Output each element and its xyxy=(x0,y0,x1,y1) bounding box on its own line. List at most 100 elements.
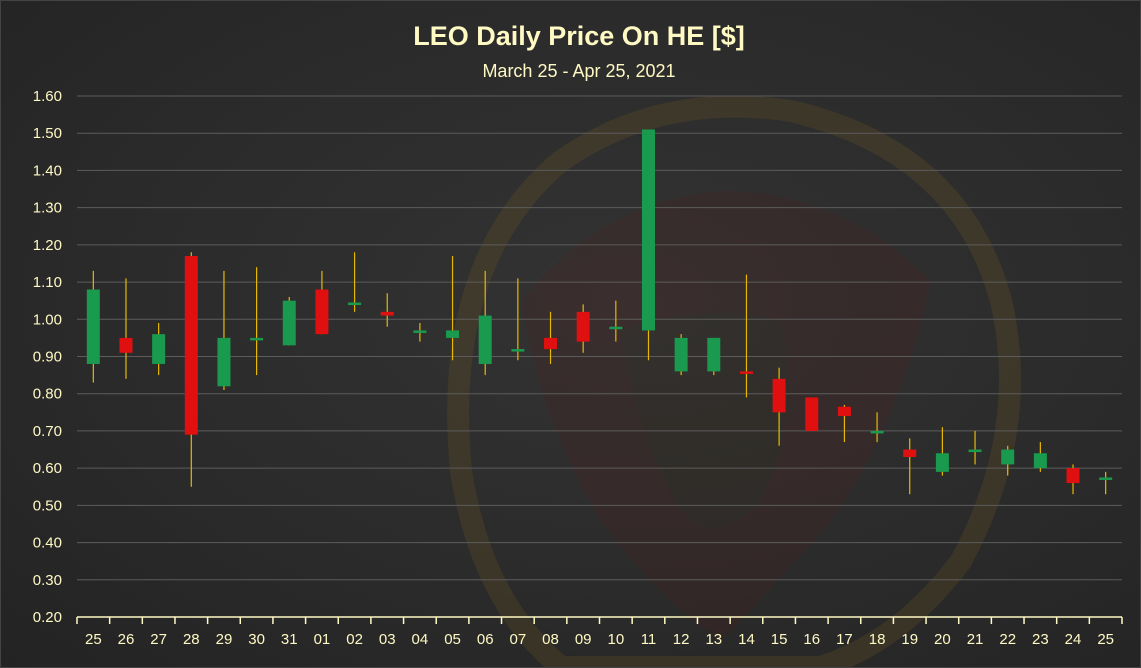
candle xyxy=(348,252,362,312)
candle-body-down xyxy=(805,397,819,431)
x-tick-label: 23 xyxy=(1032,631,1049,648)
x-tick-label: 05 xyxy=(444,631,461,648)
candle xyxy=(641,129,655,361)
candle-body-down xyxy=(903,449,917,457)
candle xyxy=(315,270,329,335)
candle xyxy=(739,274,753,398)
candle xyxy=(152,323,166,376)
y-tick-label: 1.50 xyxy=(33,125,62,142)
y-tick-label: 0.30 xyxy=(33,572,62,589)
y-tick-label: 0.90 xyxy=(33,349,62,366)
candle-body-up xyxy=(86,289,100,364)
candle-body-down xyxy=(772,378,786,413)
x-tick-label: 18 xyxy=(869,631,886,648)
candle-body-down xyxy=(184,256,198,435)
x-tick-label: 27 xyxy=(150,631,167,648)
x-tick-label: 11 xyxy=(641,631,657,648)
candle-body-up xyxy=(1099,477,1113,480)
y-tick-label: 0.80 xyxy=(33,386,62,403)
candle-body-up xyxy=(217,337,231,387)
candle xyxy=(446,256,460,361)
x-tick-label: 14 xyxy=(738,631,755,648)
x-tick-label: 25 xyxy=(1097,631,1114,648)
x-tick-label: 17 xyxy=(836,631,853,648)
x-tick-label: 07 xyxy=(510,631,527,648)
y-tick-label: 1.40 xyxy=(33,162,62,179)
x-tick-label: 21 xyxy=(967,631,984,648)
candle-body-up xyxy=(707,337,721,372)
candle xyxy=(544,311,558,364)
x-tick-label: 08 xyxy=(542,631,559,648)
candle-body-up xyxy=(511,349,525,352)
candle xyxy=(1033,442,1047,472)
x-tick-label: 06 xyxy=(477,631,494,648)
candle xyxy=(1001,445,1015,476)
candle xyxy=(576,304,590,353)
x-tick-label: 10 xyxy=(607,631,624,648)
candle-body-up xyxy=(674,337,688,372)
candle-body-down xyxy=(119,337,133,353)
candle-body-up xyxy=(446,330,460,338)
candle xyxy=(805,397,819,431)
candle-body-down xyxy=(380,311,394,316)
candle-body-down xyxy=(315,289,329,335)
candle xyxy=(86,270,100,383)
candle xyxy=(772,367,786,446)
candle-body-up xyxy=(1033,453,1047,469)
x-tick-label: 04 xyxy=(412,631,429,648)
x-tick-label: 29 xyxy=(216,631,233,648)
x-tick-label: 01 xyxy=(314,631,331,648)
candle-body-up xyxy=(282,300,296,346)
candle-body-down xyxy=(837,406,851,417)
candle xyxy=(870,412,884,443)
candle-body-up xyxy=(609,326,623,330)
candle xyxy=(184,252,198,487)
candle-body-up xyxy=(870,430,884,434)
y-tick-label: 1.60 xyxy=(33,88,62,105)
candle-body-up xyxy=(250,337,264,341)
candle-body-up xyxy=(1001,449,1015,465)
candle xyxy=(707,337,721,376)
y-tick-label: 0.20 xyxy=(33,609,62,626)
candle-body-up xyxy=(478,315,492,364)
candle-body-up xyxy=(641,129,655,331)
y-tick-label: 0.60 xyxy=(33,460,62,477)
candle xyxy=(250,267,264,376)
candle xyxy=(282,296,296,346)
candle-body-up xyxy=(935,453,949,472)
candle xyxy=(609,300,623,342)
candle-body-up xyxy=(968,449,982,453)
x-tick-label: 22 xyxy=(999,631,1016,648)
candle-body-up xyxy=(152,334,166,364)
candle-body-down xyxy=(1066,468,1080,484)
candle xyxy=(1099,471,1113,495)
y-tick-label: 1.00 xyxy=(33,311,62,328)
x-tick-label: 09 xyxy=(575,631,592,648)
candle xyxy=(1066,464,1080,495)
candle xyxy=(217,270,231,390)
y-tick-label: 0.70 xyxy=(33,423,62,440)
candle xyxy=(119,278,133,379)
y-tick-label: 1.30 xyxy=(33,200,62,217)
y-axis-ticks: 0.20 0.30 0.40 0.50 0.60 0.70 0.80 0.90 1.00 1.10… xyxy=(33,88,62,626)
x-tick-label: 16 xyxy=(803,631,820,648)
x-tick-label: 13 xyxy=(705,631,722,648)
candle-body-down xyxy=(544,337,558,350)
y-tick-label: 0.40 xyxy=(33,535,62,552)
candle xyxy=(478,270,492,376)
x-axis: 25 26 27 28 29 30 31 01 02 03 04 05 06 07 08 09 10 11 12 13… xyxy=(76,616,1123,648)
x-tick-label: 30 xyxy=(248,631,265,648)
x-tick-label: 15 xyxy=(771,631,788,648)
chart-title: LEO Daily Price On HE [$] xyxy=(413,21,745,51)
candle xyxy=(511,278,525,361)
candles xyxy=(86,129,1113,495)
x-tick-label: 03 xyxy=(379,631,396,648)
x-tick-label: 26 xyxy=(118,631,135,648)
candle-body-down xyxy=(576,311,590,342)
y-tick-label: 0.50 xyxy=(33,497,62,514)
x-tick-label: 25 xyxy=(85,631,102,648)
candle xyxy=(380,293,394,327)
candle xyxy=(903,438,917,495)
